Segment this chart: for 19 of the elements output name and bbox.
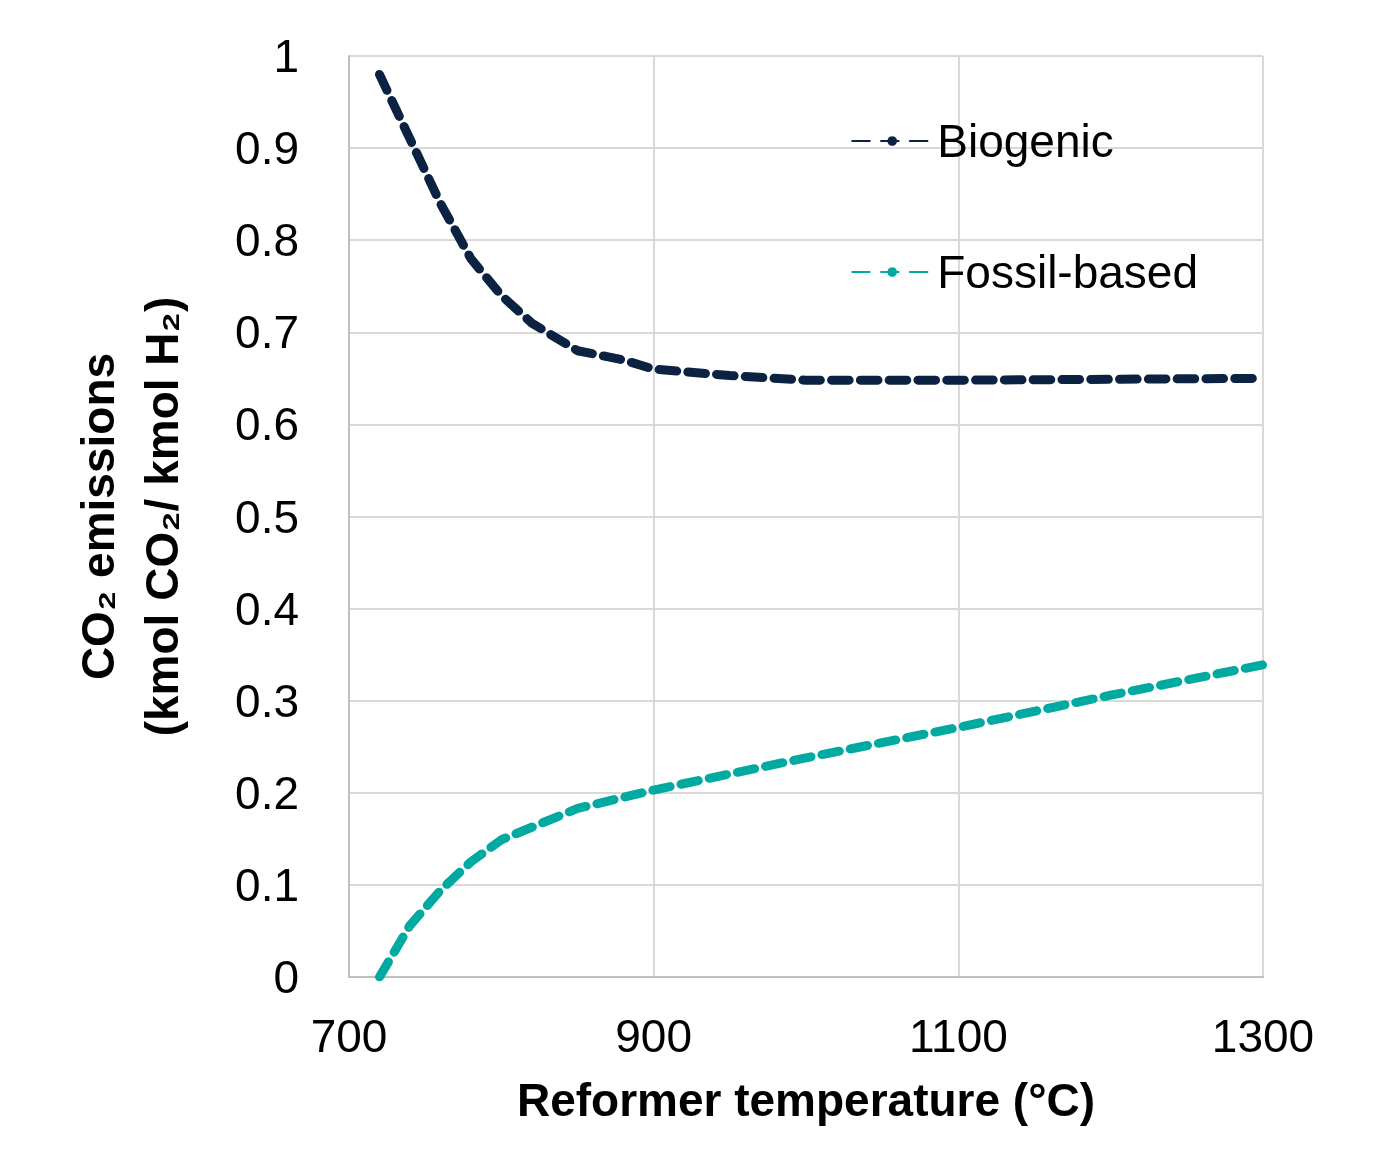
y-tick-label: 0.5 bbox=[235, 490, 299, 543]
y-tick-label: 1 bbox=[273, 30, 299, 82]
y-tick-label: 0.6 bbox=[235, 398, 299, 451]
y-tick-label: 0.3 bbox=[235, 674, 299, 727]
x-tick-label: 1100 bbox=[908, 1010, 1008, 1062]
y-tick-label: 0.9 bbox=[235, 122, 299, 175]
y-axis-title: CO₂ emissions (kmol CO₂/ kmol H₂) bbox=[72, 296, 188, 737]
y-tick-label: 0.7 bbox=[235, 306, 299, 359]
x-tick-label: 1300 bbox=[1211, 1010, 1315, 1062]
x-axis-title: Reformer temperature (°C) bbox=[516, 1074, 1096, 1126]
y-tick-label: 0 bbox=[273, 951, 299, 1003]
y-tick-label: 0.8 bbox=[235, 214, 299, 267]
y-tick-label: 0.4 bbox=[235, 582, 299, 635]
legend-label: Fossil-based bbox=[937, 246, 1199, 298]
x-tick-label: 900 bbox=[615, 1010, 693, 1062]
y-tick-label: 0.2 bbox=[235, 766, 299, 819]
legend-label: Biogenic bbox=[937, 115, 1114, 167]
y-tick-label: 0.1 bbox=[235, 858, 299, 911]
x-tick-label: 700 bbox=[310, 1010, 388, 1062]
